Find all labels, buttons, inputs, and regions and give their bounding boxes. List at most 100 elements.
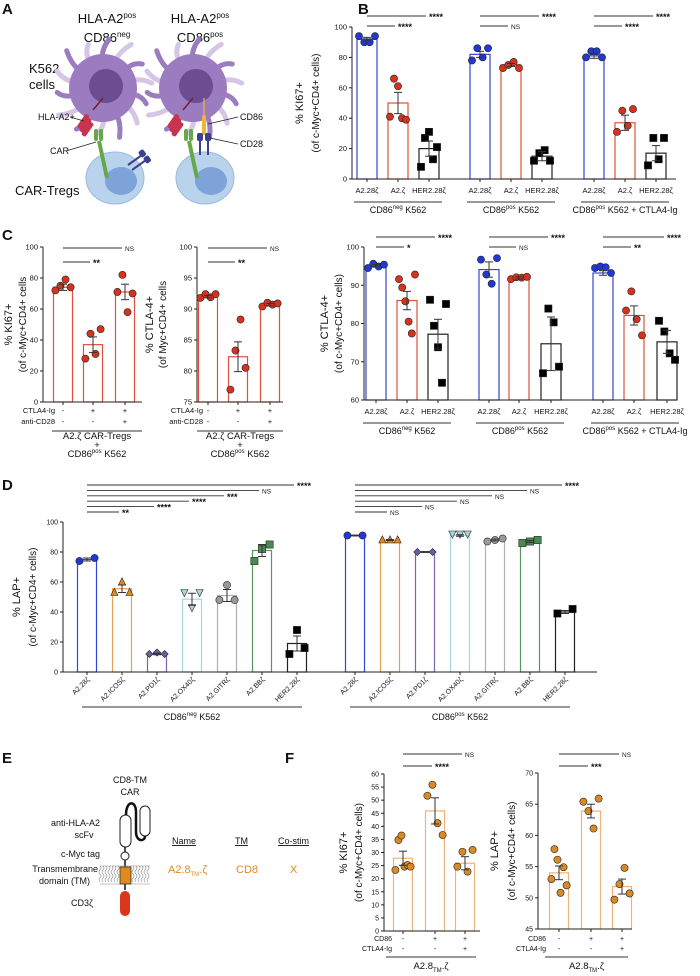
panel-a-illustration: HLA-A2pos CD86neg HLA-A2pos CD86pos K562… [15, 11, 263, 205]
data-point [610, 895, 619, 904]
y-axis-label: % CTLA-4+ [144, 296, 156, 353]
y-axis-label: % CTLA-4+ [319, 295, 331, 352]
condition-value: + [463, 946, 467, 953]
k562-label-1: K562 [29, 61, 59, 76]
significance-label: NS [511, 24, 521, 31]
cd28-unbound-icon [127, 154, 147, 171]
condition-value: - [62, 417, 65, 426]
data-point [598, 53, 606, 62]
panel-letter-b: B [358, 1, 369, 18]
lipid-icon [146, 865, 150, 883]
condition-value: + [236, 406, 241, 415]
y-tick-label: 75 [184, 398, 192, 407]
hla-a2-icon-left [81, 122, 94, 137]
data-point [556, 888, 565, 897]
cd28-unbound-head-icon [138, 149, 146, 158]
chart-panel-b: % KI67+ (of c-Myc+CD4+ cells) 0 20 40 60 80 100… [294, 12, 678, 215]
data-point [371, 32, 379, 41]
condition-value: + [620, 946, 624, 953]
data-point [391, 866, 400, 874]
data-point [473, 44, 482, 53]
significance-label: NS [270, 246, 280, 253]
panel-letter-d: D [2, 477, 13, 494]
footer-label: + [94, 440, 100, 451]
y-tick-label: 80 [351, 319, 359, 328]
bar [519, 540, 541, 673]
data-point [613, 127, 621, 136]
data-point [453, 862, 462, 871]
data-point [468, 56, 476, 65]
x-tick-label: HER2.28ζ [412, 186, 446, 195]
data-point [125, 587, 134, 596]
y-tick-label: 60 [50, 580, 58, 587]
data-point [430, 321, 438, 330]
x-tick-label: HER2.28ζ [525, 186, 559, 195]
lipid-icon [107, 865, 111, 883]
x-tick-label: A2.28ζ [356, 186, 380, 195]
data-point [223, 581, 231, 589]
left-title-line1: HLA-A2pos [78, 11, 136, 26]
significance-label: NS [125, 246, 135, 253]
x-tick-label: A2.ζ [618, 186, 633, 195]
data-point [442, 300, 450, 308]
y-tick-label: 55 [371, 785, 379, 792]
significance-label: **** [429, 12, 444, 22]
data-point [394, 82, 402, 91]
y-tick-label: 0 [54, 670, 58, 677]
data-point [61, 275, 70, 284]
car-title-2: CAR [120, 787, 140, 797]
y-tick-label: 10 [371, 902, 379, 909]
k562-nucleus-left [89, 69, 123, 103]
data-point [273, 299, 282, 308]
data-point [493, 254, 501, 262]
data-point [487, 279, 496, 288]
data-point [413, 547, 422, 557]
x-tick-label: A2.OX40ζ [169, 676, 196, 703]
data-point [378, 535, 387, 544]
car-stalk-icon-left [97, 140, 109, 179]
scfv-label-2: scFv [75, 830, 94, 840]
data-point [550, 845, 559, 854]
cd86-leader [207, 116, 239, 125]
hla-a2-icon-right [171, 122, 184, 137]
data-point [433, 143, 441, 151]
data-point [654, 155, 663, 164]
data-point [96, 325, 105, 334]
myc-tag-icon [120, 851, 130, 861]
data-point [285, 650, 294, 658]
hla-a2-icon-right [169, 118, 182, 133]
data-point [75, 557, 84, 565]
y-tick-label: 20 [339, 144, 347, 153]
hla-a2-icon-left [79, 118, 92, 133]
bar [449, 534, 471, 673]
lipid-icon [137, 865, 141, 883]
y-tick-label: 20 [371, 876, 379, 883]
significance-label: *** [227, 492, 238, 502]
data-point [429, 155, 437, 164]
x-tick-label: A2.ζ [512, 407, 527, 416]
chart-panel-d: % LAP+ (of c-Myc+CD4+ cells) 0 20 40 60 80 100 A… [11, 481, 597, 722]
car-head-icon-left [94, 129, 98, 141]
panel-e-diagram: CD8-TM CAR anti-HLA-A2 scFv c-Myc tag Tr… [32, 775, 309, 916]
significance-label: NS [495, 494, 505, 501]
car-head-icon-left [99, 129, 103, 141]
data-point [250, 557, 259, 565]
condition-value: - [62, 406, 65, 415]
data-point [90, 554, 99, 562]
y-tick-label: 35 [371, 837, 379, 844]
condition-label: CTLA4-Ig [171, 406, 203, 415]
cd86-label: CD86 [240, 112, 263, 122]
data-point [601, 263, 610, 272]
data-point [438, 378, 446, 387]
data-point [428, 780, 437, 789]
bar [414, 551, 436, 673]
group-label: CD86neg K562 [370, 205, 427, 215]
x-tick-label: A2.ICOSζ [100, 676, 127, 703]
cd86-icon [202, 115, 206, 135]
data-point [230, 596, 239, 604]
x-tick-label: HER2.28ζ [639, 186, 673, 195]
x-tick-label: A2.28ζ [592, 407, 616, 416]
cd3z-label: CD3ζ [71, 898, 93, 908]
y-tick-label: 70 [525, 771, 533, 778]
data-point [649, 134, 658, 142]
